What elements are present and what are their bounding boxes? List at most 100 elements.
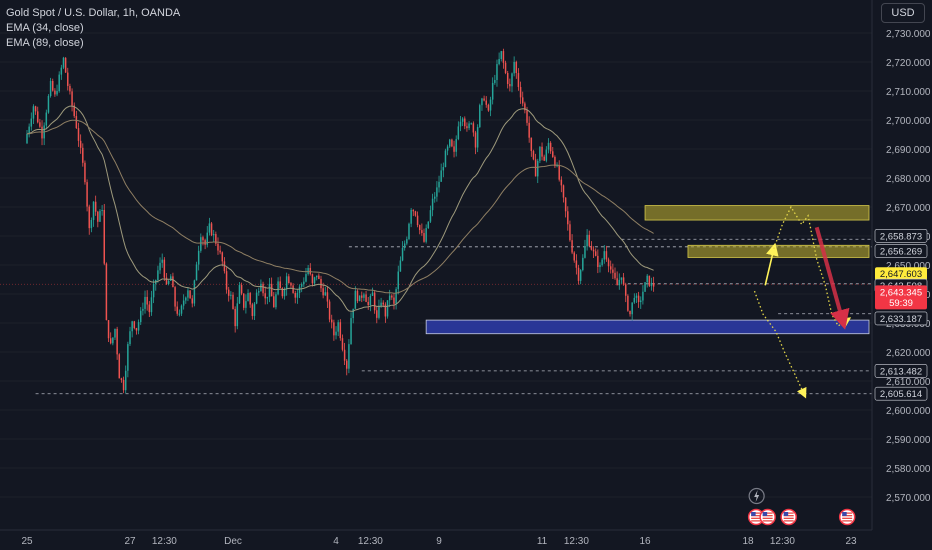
candle-body xyxy=(292,285,294,294)
zone-support[interactable] xyxy=(425,319,870,335)
flag-stripe xyxy=(842,512,853,514)
candle-body xyxy=(637,295,640,303)
candle-body xyxy=(421,230,423,234)
current-price-label-bg xyxy=(875,285,927,310)
flag-stripe xyxy=(751,517,762,519)
candle-body xyxy=(326,292,329,302)
indicator-ema-89[interactable]: EMA (89, close) xyxy=(6,37,84,49)
candle-body xyxy=(346,360,348,369)
projection-dotted-path-2[interactable] xyxy=(753,290,807,399)
candle-body xyxy=(30,118,33,127)
x-tick-label: 27 xyxy=(124,536,136,547)
candle-body xyxy=(174,287,176,307)
level-label-2605-text: 2,605.614 xyxy=(880,389,922,400)
candle-body xyxy=(210,223,213,236)
candle-body xyxy=(240,285,243,294)
candle-body xyxy=(71,91,73,106)
candle-body xyxy=(227,289,230,296)
candle-body xyxy=(223,261,226,272)
candle-body xyxy=(255,292,258,304)
candle-body xyxy=(403,243,406,248)
candle-body xyxy=(427,221,430,229)
lightning-event-icon[interactable] xyxy=(748,487,765,505)
zone-resistance-upper[interactable] xyxy=(644,205,870,221)
us-flag-event-icon[interactable] xyxy=(759,508,776,526)
candle-body xyxy=(476,127,479,148)
candle-body xyxy=(483,98,485,101)
y-tick-label: 2,600.000 xyxy=(886,406,931,417)
candle-body xyxy=(509,83,511,87)
candle-body xyxy=(90,219,93,229)
candle-body xyxy=(459,121,462,127)
candle-body xyxy=(180,305,183,314)
candle-body xyxy=(594,251,597,256)
candle-body xyxy=(161,259,163,263)
candle-body xyxy=(438,181,440,188)
currency-button[interactable]: USD xyxy=(881,3,925,23)
candle-body xyxy=(631,302,633,315)
candle-body xyxy=(545,149,548,161)
candle-body xyxy=(116,328,118,355)
level-label-2613-text: 2,613.482 xyxy=(880,366,922,377)
candle-body xyxy=(328,301,331,320)
flag-stripe xyxy=(751,520,762,522)
price-axis-labels: 2,658.8732,656.2692,647.6032,643.5082,64… xyxy=(874,228,928,401)
x-tick-label: Dec xyxy=(224,536,242,547)
candle-body xyxy=(318,275,320,279)
candle-body xyxy=(258,291,260,293)
candle-body xyxy=(52,80,54,91)
candle-body xyxy=(502,51,505,63)
y-tick-label: 2,650.000 xyxy=(886,261,931,272)
candle-body xyxy=(277,281,279,295)
indicator-ema-34[interactable]: EMA (34, close) xyxy=(6,22,84,34)
candle-body xyxy=(474,132,477,148)
candle-body xyxy=(58,74,60,92)
candle-body xyxy=(481,98,483,106)
us-flag-event-icon[interactable] xyxy=(838,508,856,526)
y-tick-label: 2,570.000 xyxy=(886,493,931,504)
candle-body xyxy=(159,262,161,271)
projection-dotted-path-1[interactable] xyxy=(773,205,852,328)
us-flag-event-icon[interactable] xyxy=(780,508,797,526)
candle-body xyxy=(536,160,539,177)
candle-body xyxy=(187,290,189,298)
y-tick-label: 2,700.000 xyxy=(886,116,931,127)
candle-body xyxy=(350,318,352,345)
ema-34-line xyxy=(26,105,654,312)
candle-body xyxy=(648,275,651,286)
candle-body xyxy=(32,106,35,119)
candle-body xyxy=(418,225,421,231)
candle-body xyxy=(232,294,234,309)
candle-body xyxy=(436,187,438,197)
x-tick-label: 16 xyxy=(639,536,651,547)
candle-body xyxy=(163,259,166,278)
y-tick-label: 2,610.000 xyxy=(886,377,931,388)
flag-canton xyxy=(751,512,756,516)
candle-body xyxy=(352,308,354,319)
flag-stripe xyxy=(842,515,853,517)
projection-up-arrow[interactable] xyxy=(764,242,779,286)
candle-body xyxy=(513,61,515,74)
candle-body xyxy=(262,283,264,294)
projection-down-arrow[interactable] xyxy=(814,226,850,330)
symbol-title[interactable]: Gold Spot / U.S. Dollar, 1h, OANDA xyxy=(6,7,181,19)
zone-resistance-lower[interactable] xyxy=(687,244,870,258)
x-tick-label: 12:30 xyxy=(358,536,383,547)
candle-body xyxy=(496,64,498,80)
candle-body xyxy=(549,142,552,152)
candle-body xyxy=(197,250,200,265)
candle-body xyxy=(337,322,339,332)
flag-stripe xyxy=(783,520,794,522)
candle-body xyxy=(86,182,88,207)
candle-body xyxy=(652,282,655,287)
candle-body xyxy=(532,151,535,160)
candle-body xyxy=(408,223,410,240)
flag-canton xyxy=(842,512,847,516)
candle-body xyxy=(519,87,522,98)
flag-canton xyxy=(783,512,789,516)
candle-body xyxy=(354,290,357,309)
lightning-circle xyxy=(748,487,765,505)
candle-body xyxy=(208,223,211,233)
candle-body xyxy=(230,294,232,296)
